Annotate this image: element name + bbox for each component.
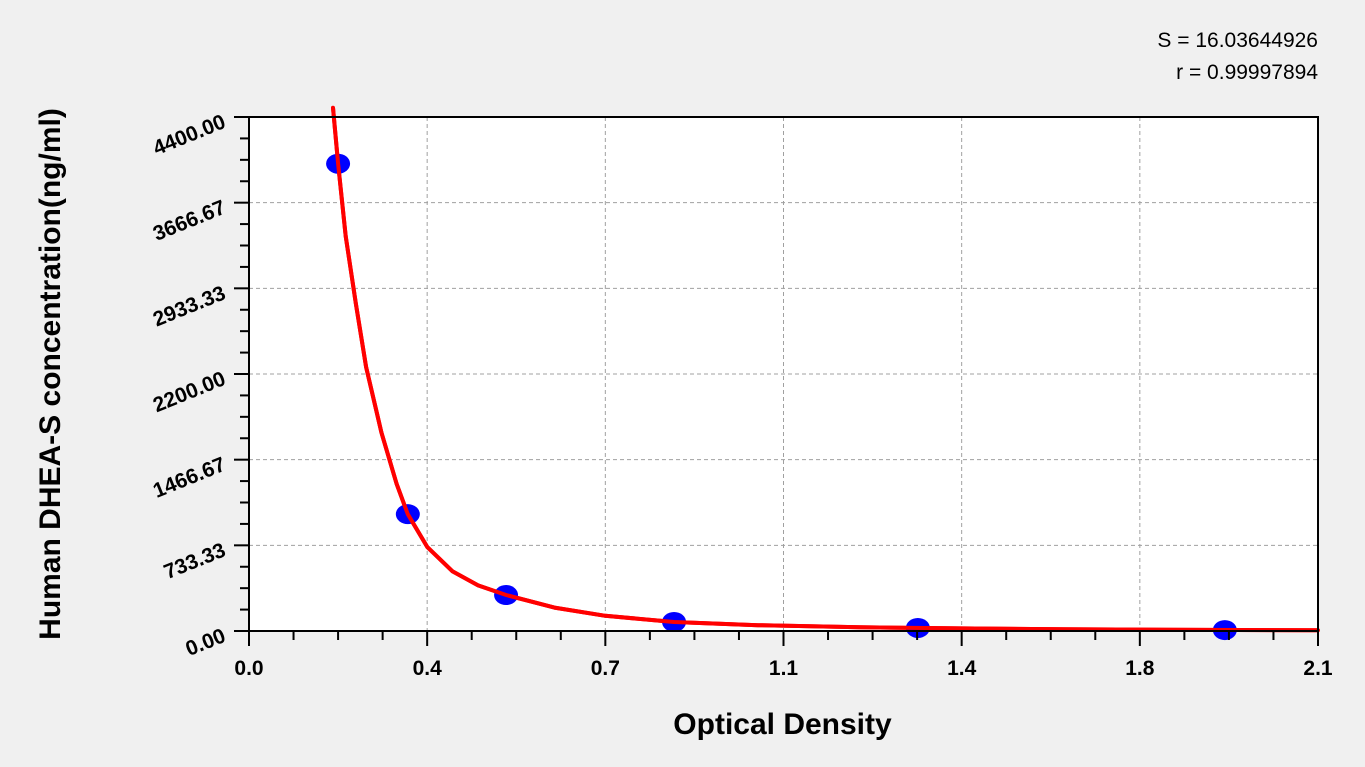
x-axis-title: Optical Density: [673, 708, 892, 741]
y-tick-label: 2933.33: [150, 282, 229, 332]
x-tick-label: 0.0: [234, 657, 263, 680]
y-tick-label: 3666.67: [150, 196, 229, 246]
x-tick-label: 0.4: [413, 657, 443, 680]
grid-lines: [249, 117, 1318, 631]
y-tick-label: 733.33: [161, 539, 229, 584]
r-statistic: r = 0.99997894: [1176, 61, 1318, 84]
y-tick-label: 2200.00: [150, 367, 229, 417]
x-tick-label: 0.7: [591, 657, 620, 680]
data-points: [326, 107, 1319, 641]
s-statistic: S = 16.03644926: [1157, 29, 1318, 52]
y-tick-label: 4400.00: [150, 110, 229, 160]
y-axis-title: Human DHEA-S concentration(ng/ml): [34, 108, 67, 640]
x-tick-label: 1.8: [1125, 657, 1155, 680]
y-tick-label: 0.00: [182, 624, 229, 661]
y-tick-label: 1466.67: [150, 453, 229, 503]
x-tick-label: 2.1: [1303, 657, 1333, 680]
y-axis: 0.00 733.33 1466.67 2200.00 2933.33 3666.67 44…: [150, 110, 249, 661]
x-tick-label: 1.4: [947, 657, 977, 680]
x-tick-label: 1.1: [769, 657, 799, 680]
x-axis: 0.0 0.4 0.7 1.1 1.4 1.8 2.1: [234, 631, 1333, 680]
